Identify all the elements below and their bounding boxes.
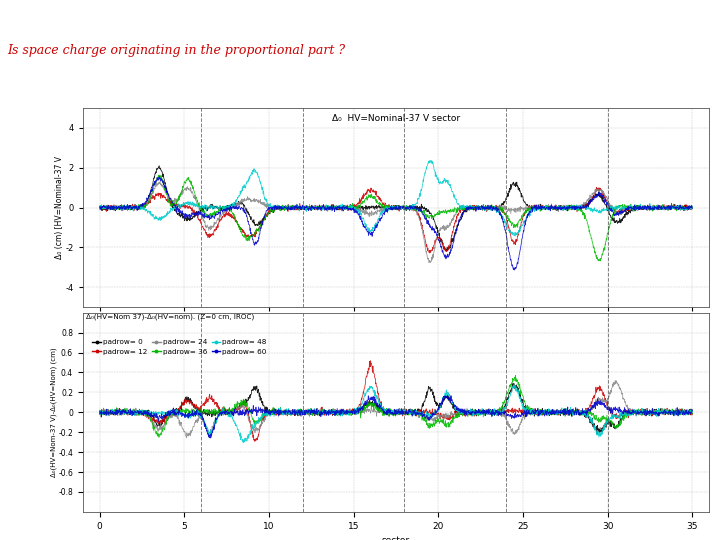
- Legend: padrow= 0, padrow= 12, padrow= 24, padrow= 36, padrow= 48, padrow= 60: padrow= 0, padrow= 12, padrow= 24, padro…: [89, 336, 269, 357]
- Y-axis label: Δ₀ (cm) [HV=Nominal-37 V: Δ₀ (cm) [HV=Nominal-37 V: [55, 156, 64, 259]
- Text: 20th May 2016: 20th May 2016: [7, 521, 91, 531]
- X-axis label: sector: sector: [382, 536, 410, 540]
- Text: 14: 14: [696, 519, 713, 532]
- Text: HV scan. Distortion maps scaling: HV scan. Distortion maps scaling: [192, 9, 528, 28]
- Text: Δ₀(HV=Nom 37)-Δ₀(HV=nom). (Z=0 cm, IROC): Δ₀(HV=Nom 37)-Δ₀(HV=nom). (Z=0 cm, IROC): [86, 314, 254, 320]
- Text: Is space charge originating in the proportional part ?: Is space charge originating in the propo…: [7, 44, 346, 57]
- Text: Δ₀  HV=Nominal-37 V sector: Δ₀ HV=Nominal-37 V sector: [332, 114, 460, 123]
- Y-axis label: Δ₀(HV=Nom-37 V)-Δ₀(HV=Nom) (cm): Δ₀(HV=Nom-37 V)-Δ₀(HV=Nom) (cm): [50, 347, 57, 477]
